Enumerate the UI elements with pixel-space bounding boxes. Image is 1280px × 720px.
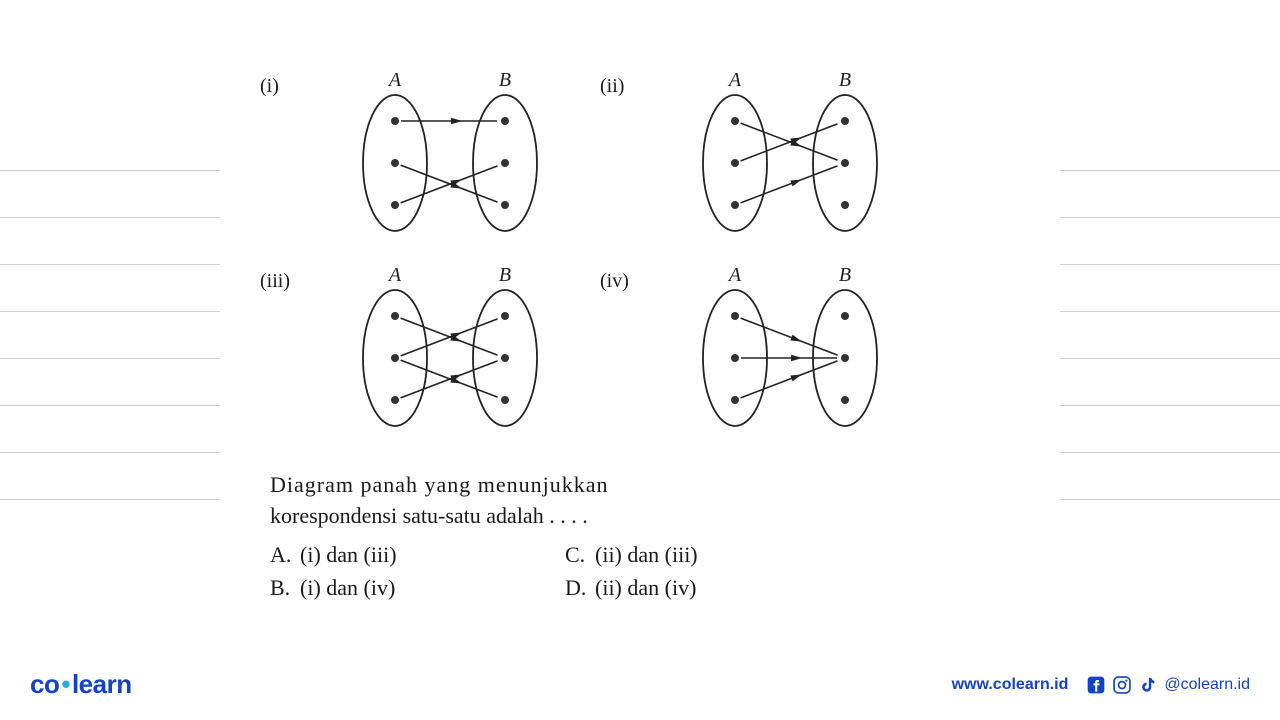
- main-content: (i) A B (ii) A B (iii) A B (iv) A B Diagram panah y…: [260, 70, 860, 604]
- svg-text:B: B: [499, 70, 511, 91]
- svg-text:A: A: [727, 265, 742, 286]
- ruled-lines-left: [0, 170, 220, 546]
- svg-text:B: B: [839, 70, 851, 91]
- facebook-icon: [1086, 675, 1106, 695]
- ruled-lines-right: [1060, 170, 1280, 546]
- diagram-roman-label: (iii): [260, 270, 290, 293]
- answer-option: A.(i) dan (iii): [270, 538, 565, 571]
- diagram-roman-label: (i): [260, 75, 279, 98]
- svg-text:B: B: [499, 265, 511, 286]
- tiktok-icon: [1138, 675, 1158, 695]
- mapping-diagram: (ii) A B: [600, 70, 900, 245]
- footer-right: www.colearn.id @colearn.id: [952, 675, 1250, 695]
- question-block: Diagram panah yang menunjukkan korespond…: [260, 470, 860, 604]
- answer-option: C.(ii) dan (iii): [565, 538, 860, 571]
- svg-text:B: B: [839, 265, 851, 286]
- diagram-roman-label: (ii): [600, 75, 624, 98]
- answer-grid: A.(i) dan (iii)C.(ii) dan (iii)B.(i) dan…: [270, 538, 860, 604]
- question-line-1: Diagram panah yang menunjukkan: [270, 470, 860, 501]
- answer-option: D.(ii) dan (iv): [565, 571, 860, 604]
- social-handle: @colearn.id: [1164, 676, 1250, 694]
- footer: co•learn www.colearn.id @colearn.id: [0, 669, 1280, 700]
- logo-text-post: learn: [72, 669, 132, 699]
- diagrams-grid: (i) A B (ii) A B (iii) A B (iv) A B: [260, 70, 860, 440]
- logo-dot: •: [61, 669, 70, 699]
- svg-text:A: A: [727, 70, 742, 91]
- svg-text:A: A: [387, 265, 402, 286]
- mapping-diagram: (iv) A B: [600, 265, 900, 440]
- answer-option: B.(i) dan (iv): [270, 571, 565, 604]
- instagram-icon: [1112, 675, 1132, 695]
- website-url: www.colearn.id: [952, 676, 1069, 694]
- question-line-2: korespondensi satu-satu adalah . . . .: [270, 501, 860, 532]
- logo-text-pre: co: [30, 669, 59, 699]
- mapping-diagram: (iii) A B: [260, 265, 560, 440]
- mapping-diagram: (i) A B: [260, 70, 560, 245]
- brand-logo: co•learn: [30, 669, 132, 700]
- diagram-roman-label: (iv): [600, 270, 629, 293]
- social-icons: @colearn.id: [1086, 675, 1250, 695]
- svg-text:A: A: [387, 70, 402, 91]
